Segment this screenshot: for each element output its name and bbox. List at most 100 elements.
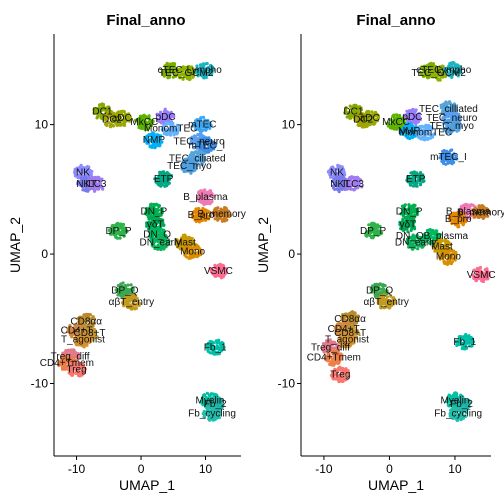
cell-point (196, 74, 200, 78)
cell-point (128, 115, 132, 119)
cell-point (173, 74, 177, 78)
cell-point (168, 75, 172, 79)
cell-point (189, 171, 193, 175)
cell-points (57, 61, 232, 422)
cell-point (181, 77, 185, 81)
cluster-label: ETP (154, 174, 174, 185)
panel-title: Final_anno (106, 12, 185, 29)
cell-point (201, 115, 206, 119)
cell-point (162, 74, 166, 78)
cluster-label: VSMC (204, 266, 233, 277)
cluster-label: pDC (156, 112, 176, 123)
cell-point (172, 63, 176, 67)
cell-point (191, 75, 195, 79)
cell-point (116, 221, 120, 225)
cell-point (117, 120, 121, 124)
x-tick-label: 10 (199, 462, 213, 476)
cell-point (102, 105, 106, 110)
cell-point (112, 116, 116, 121)
cluster-label: B_pro (188, 210, 215, 221)
cell-point (128, 119, 132, 123)
cell-point (180, 72, 184, 76)
cluster-label: DP_Q (111, 285, 138, 296)
cell-point (183, 233, 187, 237)
cell-point (178, 67, 183, 71)
cell-point (122, 121, 126, 125)
cell-point (371, 221, 375, 225)
cell-point (211, 68, 215, 72)
cell-point (99, 113, 103, 117)
y-tick-label: 0 (41, 247, 48, 261)
cell-point (161, 70, 166, 74)
cluster-label: Mono (180, 247, 205, 258)
cell-point (188, 68, 193, 72)
cell-point (110, 110, 114, 114)
cluster-points (111, 109, 132, 127)
x-tick-label: -10 (68, 462, 86, 476)
cell-point (108, 124, 112, 128)
cell-point (186, 70, 190, 75)
cluster-label: Lympho (187, 65, 223, 76)
cell-point (198, 63, 203, 67)
cell-point (105, 111, 109, 115)
cell-point (181, 65, 185, 69)
cluster-label: mTEC (188, 120, 216, 131)
cell-point (195, 64, 199, 68)
cell-point (182, 74, 186, 78)
cell-point (106, 121, 111, 125)
cell-point (103, 116, 108, 120)
cluster-label: NK (76, 168, 90, 179)
panel-title: Final_anno (356, 12, 435, 29)
cell-point (209, 71, 213, 76)
cell-point (92, 107, 96, 111)
cell-point (124, 117, 128, 121)
cluster-label: T_agonist (61, 335, 105, 346)
cell-point (105, 107, 109, 111)
y-tick-label: 10 (35, 118, 49, 132)
cell-point (171, 66, 175, 70)
cell-point (201, 62, 205, 66)
cell-point (205, 73, 209, 77)
cell-point (113, 119, 117, 124)
cluster-label: DN_P (141, 206, 168, 217)
cell-point (115, 113, 119, 117)
cell-point (90, 169, 94, 174)
cell-point (118, 123, 122, 127)
cell-point (168, 64, 172, 68)
cell-point (220, 219, 224, 223)
cluster-label: Treg (66, 364, 86, 375)
cluster-label: ILC3 (85, 179, 107, 190)
cell-point (121, 118, 125, 122)
cluster-label: aDC (112, 113, 132, 124)
cell-point (124, 114, 128, 118)
cell-point (184, 67, 188, 71)
cell-point (181, 69, 185, 73)
cluster-labels: cTECTEC_GCM2LymphoDC1DC2aDCMkCCpDCMonomT… (40, 65, 246, 419)
cell-point (109, 114, 113, 118)
cell-point (204, 62, 208, 66)
y-axis-title: UMAP_2 (7, 217, 23, 273)
cluster-points (194, 61, 215, 80)
cell-point (436, 78, 440, 82)
cell-point (168, 67, 172, 71)
cell-point (168, 70, 172, 74)
cell-point (164, 64, 168, 68)
cluster-label: TEC_myo (167, 161, 212, 172)
cell-point (165, 73, 170, 77)
cell-point (104, 122, 108, 126)
cell-point (98, 103, 102, 107)
cell-point (195, 68, 199, 72)
cell-point (112, 124, 116, 128)
umap-panel-left: Final_anno cTECTEC_GCM2LymphoDC1DC2aDCMk… (7, 12, 246, 493)
cell-point (96, 110, 101, 114)
cluster-label: DP_P (105, 226, 131, 237)
cell-point (360, 125, 364, 129)
cell-point (94, 110, 98, 114)
cell-point (89, 172, 93, 177)
cell-point (178, 76, 182, 80)
cluster-label: αβT_entry (109, 297, 154, 308)
cell-point (101, 102, 105, 107)
